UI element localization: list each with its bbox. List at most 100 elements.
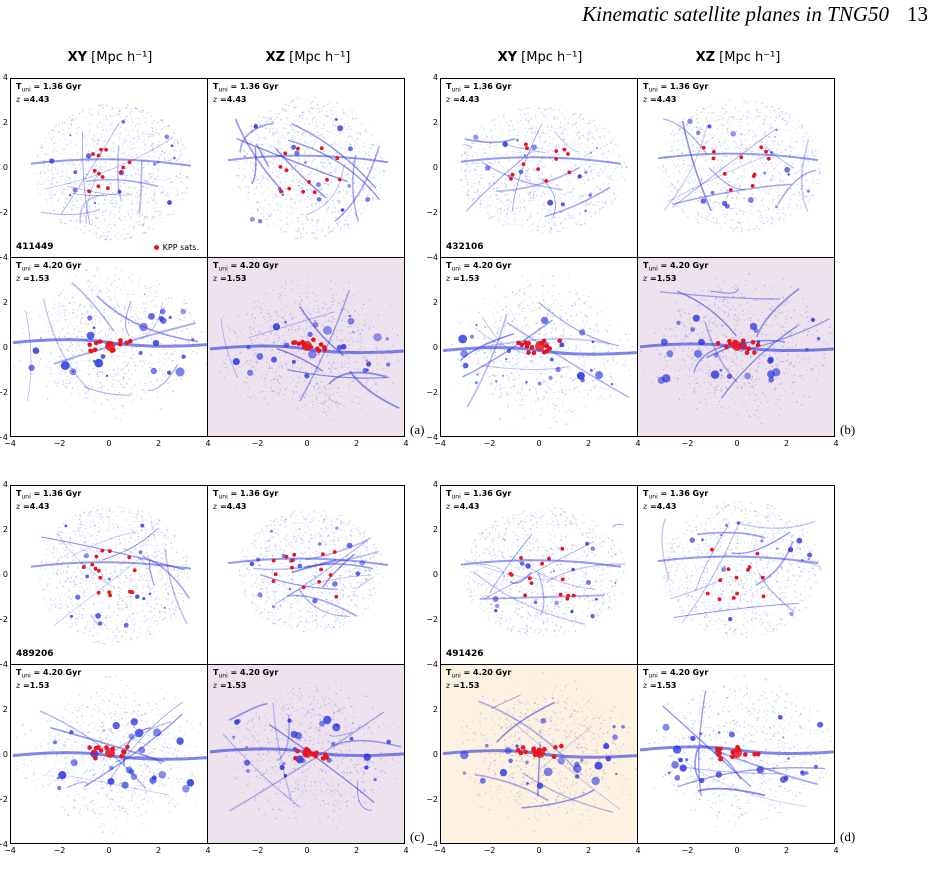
y-tick-label: −4: [426, 840, 438, 849]
satellite-marker: [510, 172, 515, 177]
y-tick-label: 2: [2, 298, 8, 307]
satellite-marker: [284, 168, 289, 173]
x-tick-label: 0: [106, 846, 112, 855]
x-tick-label: 0: [304, 846, 310, 855]
satellite-marker: [325, 177, 329, 182]
x-tick-label: 2: [155, 439, 162, 448]
satellite-marker: [531, 350, 537, 356]
satellite-marker: [516, 340, 521, 346]
satellite-marker: [750, 184, 755, 188]
satellite-marker: [124, 340, 130, 346]
satellite-marker: [296, 341, 302, 346]
satellite-marker: [761, 594, 766, 599]
redshift-value: =4.43: [450, 94, 480, 104]
redshift-value: =1.53: [217, 680, 247, 690]
satellite-marker: [726, 567, 731, 571]
satellite-marker: [334, 594, 339, 599]
satellite-marker: [566, 152, 570, 156]
satellite-marker: [554, 157, 559, 161]
page-number: 13: [907, 2, 928, 26]
satellite-marker: [104, 745, 109, 750]
page-header: Kinematic satellite planes in TNG50 13: [582, 2, 928, 27]
y-tick-label: 0: [2, 750, 8, 759]
y-tick-label: 2: [432, 298, 438, 307]
panel-early-xz: Tuni = 1.36 Gyr z =4.43: [207, 78, 405, 258]
x-tick-label: 2: [353, 439, 360, 448]
epoch-label: Tuni = 1.36 Gyr z =4.43: [446, 489, 512, 511]
epoch-label: Tuni = 1.36 Gyr z =4.43: [16, 82, 82, 104]
satellite-marker: [744, 350, 750, 356]
redshift-value: =4.43: [217, 501, 247, 511]
figure-c: Tuni = 1.36 Gyr z =4.43 489206 Tuni = 1.36 …: [0, 480, 424, 855]
satellite-marker: [91, 749, 96, 755]
legend-marker: [153, 245, 159, 250]
satellite-marker: [717, 597, 722, 602]
satellite-marker: [96, 590, 101, 595]
satellite-marker: [759, 145, 764, 150]
time-value: = 4.20 Gyr: [227, 668, 279, 677]
column-title-xz: XZ [Mpc h⁻¹]: [265, 50, 351, 65]
y-tick-label: −2: [0, 615, 8, 624]
satellite-marker: [524, 142, 528, 147]
satellite-marker: [81, 565, 86, 570]
y-tick-label: 0: [432, 343, 438, 352]
satellite-marker: [518, 750, 524, 756]
epoch-label: Tuni = 4.20 Gyr z =1.53: [213, 261, 279, 283]
satellite-marker: [320, 756, 326, 761]
x-tick-label: 4: [205, 439, 211, 448]
redshift-value: =4.43: [20, 94, 50, 104]
satellite-marker: [335, 156, 340, 161]
x-tick-label: −2: [681, 439, 694, 448]
y-tick-label: −4: [426, 253, 438, 262]
y-tick-label: 0: [432, 570, 438, 579]
time-symbol: T: [643, 261, 649, 270]
time-symbol: T: [643, 82, 649, 91]
satellite-marker: [271, 558, 276, 563]
satellite-marker: [547, 556, 551, 561]
satellite-marker: [525, 146, 529, 151]
satellite-marker: [96, 745, 101, 751]
host-halo-marker: [105, 748, 115, 758]
epoch-label: Tuni = 4.20 Gyr z =1.53: [16, 261, 82, 283]
y-tick-label: 0: [2, 343, 8, 352]
satellite-marker: [319, 567, 323, 572]
satellite-marker: [278, 165, 283, 169]
satellite-marker: [97, 568, 101, 573]
x-tick-label: 2: [353, 846, 360, 855]
satellite-marker: [271, 579, 276, 583]
y-tick-label: 2: [432, 525, 438, 534]
satellite-marker: [718, 578, 723, 583]
redshift-value: =4.43: [217, 94, 247, 104]
satellite-marker: [529, 581, 534, 585]
satellite-marker: [554, 149, 559, 153]
satellite-marker: [743, 752, 748, 757]
time-symbol: T: [446, 489, 452, 498]
panel-early-xz: Tuni = 1.36 Gyr z =4.43: [637, 78, 835, 258]
y-tick-label: −2: [0, 795, 8, 804]
satellite-marker: [705, 591, 710, 596]
satellite-marker: [118, 338, 123, 343]
panel-late-xz: Tuni = 4.20 Gyr z =1.53: [637, 664, 835, 844]
satellite-marker: [292, 552, 297, 557]
satellite-marker: [523, 340, 528, 345]
satellite-marker: [96, 153, 101, 158]
satellite-marker: [712, 149, 716, 154]
panel-early-xy: Tuni = 1.36 Gyr z =4.43 489206: [10, 485, 208, 665]
legend-label: KPP sats.: [162, 243, 199, 252]
time-value: = 4.20 Gyr: [657, 261, 709, 270]
y-tick-label: −2: [426, 208, 438, 217]
satellite-marker: [322, 345, 327, 350]
time-value: = 4.20 Gyr: [657, 668, 709, 677]
time-value: = 1.36 Gyr: [657, 489, 709, 498]
satellite-marker: [547, 346, 552, 351]
satellite-marker: [87, 745, 92, 750]
satellite-marker: [544, 179, 549, 183]
satellite-marker: [728, 341, 733, 346]
satellite-marker: [108, 593, 112, 598]
x-tick-label: 4: [635, 439, 641, 448]
satellite-marker: [318, 342, 324, 347]
y-tick-label: 2: [432, 118, 438, 127]
x-tick-label: −4: [4, 439, 16, 448]
satellite-marker: [97, 171, 101, 176]
y-tick-label: −2: [426, 615, 438, 624]
